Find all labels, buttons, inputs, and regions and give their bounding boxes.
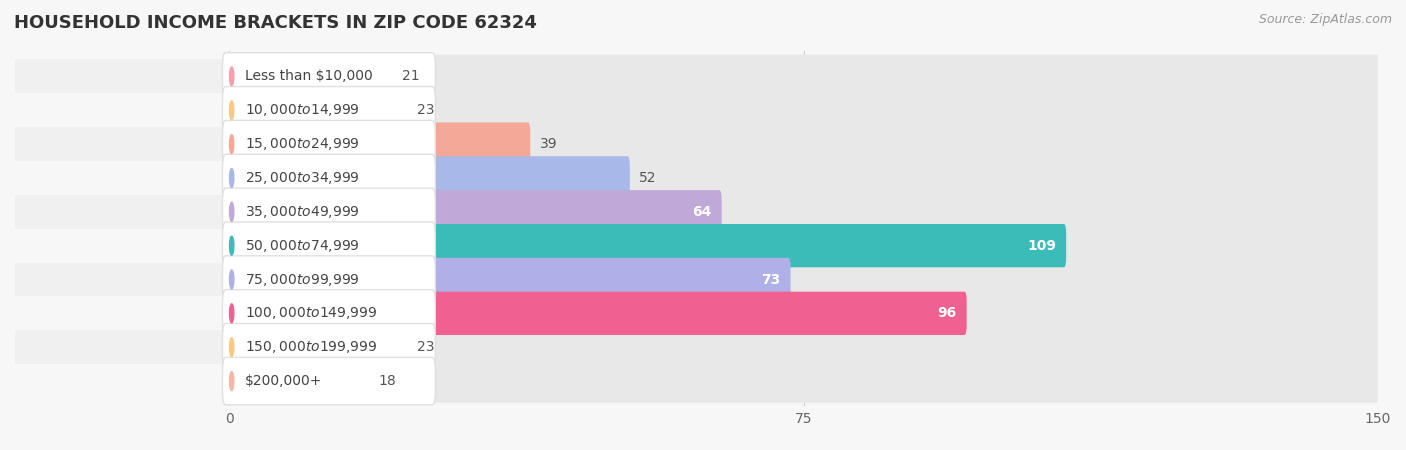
FancyBboxPatch shape <box>222 357 436 405</box>
Circle shape <box>229 338 233 357</box>
Bar <box>15 330 1378 364</box>
FancyBboxPatch shape <box>222 86 436 134</box>
Bar <box>15 127 1378 161</box>
Circle shape <box>229 67 233 86</box>
FancyBboxPatch shape <box>228 325 408 369</box>
Bar <box>15 229 1378 262</box>
Text: Less than $10,000: Less than $10,000 <box>245 69 373 83</box>
Bar <box>15 262 1378 297</box>
FancyBboxPatch shape <box>222 324 436 371</box>
Bar <box>15 161 1378 195</box>
Circle shape <box>229 168 233 187</box>
Text: $10,000 to $14,999: $10,000 to $14,999 <box>245 102 360 118</box>
FancyBboxPatch shape <box>222 121 436 168</box>
Text: $150,000 to $199,999: $150,000 to $199,999 <box>245 339 377 355</box>
Text: $75,000 to $99,999: $75,000 to $99,999 <box>245 271 360 288</box>
Text: 96: 96 <box>938 306 956 320</box>
Text: $15,000 to $24,999: $15,000 to $24,999 <box>245 136 360 152</box>
Text: $200,000+: $200,000+ <box>245 374 322 388</box>
Text: 39: 39 <box>540 137 557 151</box>
Text: 64: 64 <box>692 205 711 219</box>
FancyBboxPatch shape <box>228 224 1066 267</box>
FancyBboxPatch shape <box>222 154 436 202</box>
Text: Source: ZipAtlas.com: Source: ZipAtlas.com <box>1258 14 1392 27</box>
Text: 23: 23 <box>418 340 434 354</box>
Bar <box>15 195 1378 229</box>
FancyBboxPatch shape <box>228 190 721 234</box>
FancyBboxPatch shape <box>228 122 1381 166</box>
Text: 18: 18 <box>378 374 396 388</box>
Text: 21: 21 <box>402 69 419 83</box>
FancyBboxPatch shape <box>228 89 1381 132</box>
Text: $100,000 to $149,999: $100,000 to $149,999 <box>245 306 377 321</box>
FancyBboxPatch shape <box>222 290 436 337</box>
FancyBboxPatch shape <box>228 325 1381 369</box>
FancyBboxPatch shape <box>228 292 1381 335</box>
Text: $50,000 to $74,999: $50,000 to $74,999 <box>245 238 360 254</box>
FancyBboxPatch shape <box>228 55 1381 98</box>
Circle shape <box>229 236 233 255</box>
FancyBboxPatch shape <box>228 89 408 132</box>
FancyBboxPatch shape <box>222 188 436 235</box>
FancyBboxPatch shape <box>228 258 1381 301</box>
Bar <box>15 297 1378 330</box>
Bar <box>15 93 1378 127</box>
Bar <box>15 59 1378 93</box>
Text: 52: 52 <box>638 171 657 185</box>
Circle shape <box>229 270 233 289</box>
Circle shape <box>229 372 233 391</box>
FancyBboxPatch shape <box>222 222 436 270</box>
FancyBboxPatch shape <box>228 292 967 335</box>
Text: 73: 73 <box>762 273 780 287</box>
FancyBboxPatch shape <box>222 256 436 303</box>
Text: 23: 23 <box>418 103 434 117</box>
Text: HOUSEHOLD INCOME BRACKETS IN ZIP CODE 62324: HOUSEHOLD INCOME BRACKETS IN ZIP CODE 62… <box>14 14 537 32</box>
Text: $25,000 to $34,999: $25,000 to $34,999 <box>245 170 360 186</box>
FancyBboxPatch shape <box>228 156 1381 200</box>
FancyBboxPatch shape <box>228 156 630 200</box>
Text: $35,000 to $49,999: $35,000 to $49,999 <box>245 204 360 220</box>
Circle shape <box>229 202 233 221</box>
FancyBboxPatch shape <box>228 190 1381 234</box>
FancyBboxPatch shape <box>228 258 790 301</box>
Circle shape <box>229 304 233 323</box>
Bar <box>15 364 1378 398</box>
FancyBboxPatch shape <box>228 224 1381 267</box>
FancyBboxPatch shape <box>228 360 1381 403</box>
Circle shape <box>229 135 233 153</box>
FancyBboxPatch shape <box>228 122 530 166</box>
Text: 109: 109 <box>1028 238 1056 252</box>
FancyBboxPatch shape <box>228 55 392 98</box>
FancyBboxPatch shape <box>228 360 370 403</box>
Circle shape <box>229 101 233 120</box>
FancyBboxPatch shape <box>222 53 436 100</box>
